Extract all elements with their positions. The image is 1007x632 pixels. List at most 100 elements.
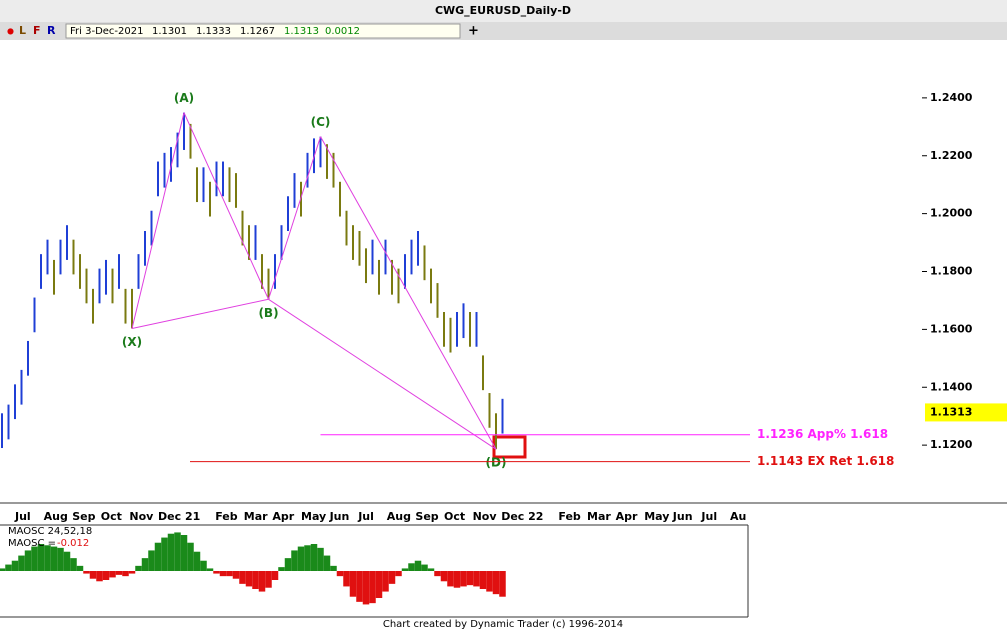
x-tick-label: Nov bbox=[473, 510, 498, 523]
x-tick-label: Aug bbox=[44, 510, 68, 523]
add-button[interactable]: + bbox=[468, 24, 479, 39]
osc-bar bbox=[200, 560, 207, 571]
x-tick-label: Feb bbox=[215, 510, 238, 523]
osc-bar bbox=[122, 571, 129, 577]
quote-high: 1.1333 bbox=[196, 26, 231, 37]
last-price-box bbox=[925, 403, 1007, 422]
osc-bar bbox=[473, 571, 480, 587]
y-tick-label: 1.2000 bbox=[930, 207, 973, 220]
osc-bar bbox=[31, 546, 38, 571]
osc-bar bbox=[213, 571, 220, 574]
x-tick-label: Jul bbox=[14, 510, 31, 523]
x-tick-label: Feb bbox=[558, 510, 581, 523]
x-tick-label: May bbox=[301, 510, 326, 523]
level-label: 1.1236 App% 1.618 bbox=[757, 427, 888, 441]
osc-bar bbox=[187, 542, 194, 571]
x-tick-label: Dec 21 bbox=[158, 510, 200, 523]
osc-bar bbox=[492, 571, 500, 595]
x-tick-label: Jul bbox=[357, 510, 374, 523]
osc-bar bbox=[109, 571, 116, 578]
osc-bar bbox=[427, 568, 435, 571]
osc-bar bbox=[18, 555, 25, 571]
y-tick-label: 1.2200 bbox=[930, 149, 973, 162]
osc-bar bbox=[336, 571, 344, 577]
quote-box bbox=[65, 23, 461, 39]
osc-bar bbox=[128, 571, 136, 574]
x-tick-label: Oct bbox=[101, 510, 122, 523]
wave-label: (B) bbox=[258, 306, 278, 320]
osc-bar bbox=[271, 571, 279, 580]
osc-bar bbox=[265, 571, 272, 588]
osc-bar bbox=[356, 571, 363, 602]
osc-bar bbox=[369, 571, 376, 604]
osc-bar bbox=[174, 532, 181, 571]
osc-bar bbox=[11, 560, 19, 571]
osc-bar bbox=[180, 535, 188, 571]
y-tick-label: 1.2400 bbox=[930, 91, 973, 104]
wave-line bbox=[268, 136, 321, 300]
osc-bar bbox=[50, 546, 58, 571]
window-title: CWG_EURUSD_Daily-D bbox=[435, 4, 571, 17]
quote-change: 0.0012 bbox=[325, 26, 360, 37]
osc-bar bbox=[141, 558, 149, 571]
osc-bar bbox=[310, 544, 318, 571]
osc-bar bbox=[63, 551, 71, 571]
x-tick-label: Mar bbox=[244, 510, 268, 523]
osc-bar bbox=[440, 571, 448, 582]
tool-r[interactable]: R bbox=[47, 24, 56, 37]
x-tick-label: Sep bbox=[72, 510, 95, 523]
y-tick-label: 1.1800 bbox=[930, 265, 973, 278]
osc-bar bbox=[453, 571, 461, 588]
x-tick-label: Jun bbox=[672, 510, 693, 523]
osc-title: MAOSC 24,52,18 bbox=[8, 526, 92, 537]
x-tick-label: Apr bbox=[272, 510, 294, 523]
footer: Chart created by Dynamic Trader (c) 1996… bbox=[383, 619, 623, 630]
level-label: 1.1143 EX Ret 1.618 bbox=[757, 454, 894, 468]
osc-bar bbox=[258, 571, 266, 592]
osc-bar bbox=[148, 550, 155, 571]
osc-bar bbox=[323, 555, 331, 571]
tool-l[interactable]: L bbox=[19, 24, 26, 37]
target-box bbox=[492, 435, 527, 459]
osc-bar bbox=[499, 571, 506, 597]
osc-bar bbox=[226, 571, 233, 577]
osc-bar bbox=[382, 571, 389, 592]
wave-line bbox=[268, 298, 497, 450]
osc-bar bbox=[479, 571, 487, 589]
osc-bar bbox=[102, 571, 110, 580]
osc-bar bbox=[193, 551, 201, 571]
x-tick-label: Oct bbox=[444, 510, 465, 523]
quote-date: Fri 3-Dec-2021 bbox=[70, 26, 143, 37]
x-tick-label: Dec 22 bbox=[501, 510, 543, 523]
osc-bar bbox=[304, 545, 311, 571]
osc-bar bbox=[115, 571, 123, 575]
wave-label: (A) bbox=[174, 91, 194, 105]
dot[interactable]: ● bbox=[7, 27, 14, 36]
osc-bar bbox=[206, 568, 214, 571]
x-tick-label: Apr bbox=[616, 510, 638, 523]
osc-bar bbox=[44, 545, 51, 571]
osc-bar bbox=[401, 568, 409, 571]
osc-bar bbox=[291, 550, 298, 571]
osc-bar bbox=[89, 571, 97, 579]
osc-bar bbox=[284, 558, 292, 571]
x-tick-label: Nov bbox=[129, 510, 154, 523]
osc-bar bbox=[317, 547, 324, 571]
osc-bar bbox=[154, 542, 162, 571]
x-tick-label: Mar bbox=[587, 510, 611, 523]
quote-open: 1.1301 bbox=[152, 26, 187, 37]
osc-bar bbox=[5, 564, 12, 571]
wave-line bbox=[131, 112, 185, 329]
wave-label: (C) bbox=[311, 115, 331, 129]
y-tick-label: 1.1600 bbox=[930, 322, 973, 335]
title-bar bbox=[0, 0, 1007, 22]
osc-bar bbox=[395, 571, 402, 577]
osc-bar bbox=[421, 564, 428, 571]
wave-line bbox=[183, 112, 269, 300]
tool-f[interactable]: F bbox=[33, 24, 41, 37]
x-tick-label: Aug bbox=[387, 510, 411, 523]
osc-bar bbox=[252, 571, 259, 589]
osc-bar bbox=[297, 546, 305, 571]
osc-bar bbox=[375, 571, 383, 598]
